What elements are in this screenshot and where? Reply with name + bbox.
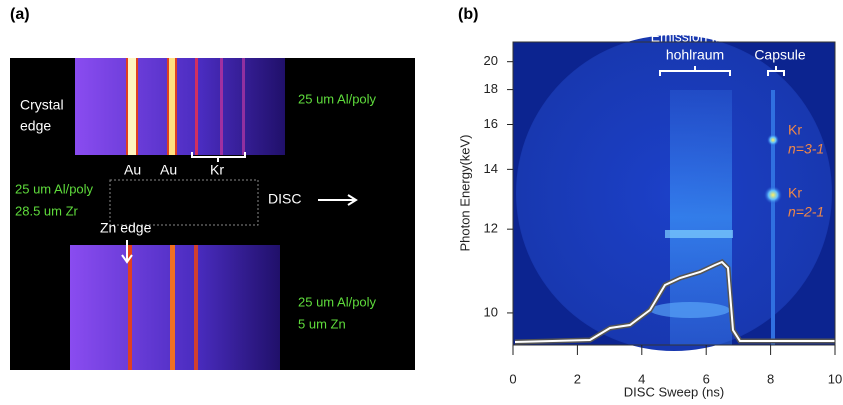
annotation: Kr: [788, 185, 802, 201]
line-label: Kr: [210, 162, 224, 178]
y-axis-label: Photon Energy(keV): [457, 134, 472, 251]
annotation: edge: [20, 118, 51, 134]
streak-image: [512, 35, 836, 351]
annotation: Zn edge: [100, 220, 152, 236]
annotation: Capsule: [754, 47, 806, 63]
annotation: Kr: [788, 122, 802, 138]
x-tick-label: 8: [767, 371, 774, 386]
annotation: hohlraum: [666, 47, 724, 63]
x-axis-label: DISC Sweep (ns): [624, 384, 724, 399]
spectrum-image: [10, 58, 415, 370]
y-tick-label: 18: [484, 81, 498, 96]
annotation: n=2-1: [788, 204, 824, 220]
panel-label: (b): [458, 6, 478, 23]
line-label: Au: [124, 162, 141, 178]
annotation: Crystal: [20, 97, 64, 113]
annotation: 25 um Al/poly: [15, 181, 94, 196]
x-tick-label: 10: [828, 371, 842, 386]
x-tick-label: 6: [703, 371, 710, 386]
annotation: 25 um Al/poly: [298, 294, 377, 309]
x-tick-label: 2: [574, 371, 581, 386]
y-tick-label: 14: [484, 161, 498, 176]
annotation: n=3-1: [788, 141, 824, 157]
x-tick-label: 4: [638, 371, 645, 386]
x-tick-label: 0: [509, 371, 516, 386]
y-tick-label: 12: [484, 221, 498, 236]
line-label: Au: [160, 162, 177, 178]
annotation: 5 um Zn: [298, 316, 346, 331]
annotation: Emission from: [651, 29, 740, 45]
annotation: 25 um Al/poly: [298, 91, 377, 106]
y-tick-label: 16: [484, 116, 498, 131]
annotation: DISC: [268, 191, 301, 207]
annotation: 28.5 um Zr: [15, 203, 79, 218]
y-tick-label: 10: [484, 304, 498, 319]
panel-label: (a): [10, 6, 30, 23]
y-tick-label: 20: [484, 53, 498, 68]
